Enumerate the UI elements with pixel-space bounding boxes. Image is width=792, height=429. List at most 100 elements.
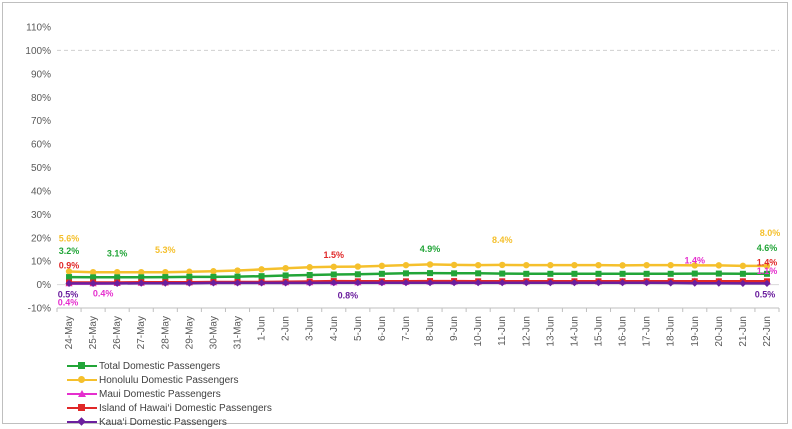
x-tick-label: 8-Jun — [425, 316, 436, 341]
x-tick-label: 15-Jun — [594, 316, 605, 347]
data-point — [282, 279, 290, 287]
y-tick-label: 100% — [25, 46, 51, 57]
data-point — [450, 261, 458, 269]
data-point — [113, 268, 121, 276]
y-tick-label: 70% — [31, 116, 51, 127]
data-point — [643, 270, 650, 277]
data-label: 0.5% — [58, 289, 79, 299]
data-point — [474, 279, 482, 287]
y-tick-label: 80% — [31, 93, 51, 104]
x-tick-label: 24-May — [64, 316, 75, 349]
legend-swatch — [67, 360, 97, 372]
data-point — [330, 263, 337, 270]
y-tick-label: 110% — [26, 23, 51, 34]
line-chart: -10% 0% 10% 20% 30% 40% 50% 60% 70% 80% 90% 100% 110… — [25, 23, 781, 350]
x-tick-label: 29-May — [184, 316, 195, 349]
series-4 — [65, 279, 771, 288]
data-point — [162, 268, 169, 276]
data-label: 0.9% — [59, 260, 80, 270]
data-point — [65, 279, 73, 288]
y-tick-label: 60% — [31, 140, 51, 151]
legend-item: Total Domestic Passengers — [67, 359, 272, 373]
data-point — [498, 279, 506, 287]
data-label: 0.5% — [755, 289, 776, 299]
x-tick-label: 26-May — [112, 316, 123, 349]
data-label: 1.1% — [757, 266, 778, 276]
series-line — [68, 263, 767, 274]
series-line — [68, 271, 767, 279]
data-label: 1.4% — [685, 255, 706, 265]
data-point — [570, 279, 579, 287]
legend-item: Maui Domestic Passengers — [67, 387, 272, 401]
y-tick-label: 40% — [31, 186, 51, 197]
data-point — [210, 273, 217, 280]
data-point — [475, 270, 482, 277]
x-tick-label: 30-May — [208, 316, 219, 349]
data-point — [547, 270, 554, 277]
data-point — [330, 271, 337, 278]
x-tick-label: 2-Jun — [281, 316, 292, 341]
legend-item: Kaua‘i Domestic Passengers — [67, 415, 272, 429]
data-point — [763, 262, 771, 270]
x-tick-label: 3-Jun — [305, 316, 316, 341]
data-point — [595, 270, 602, 277]
data-point — [378, 262, 386, 270]
data-point — [282, 264, 289, 272]
data-point — [354, 271, 361, 278]
data-point — [715, 279, 723, 287]
x-tick-label: 14-Jun — [569, 316, 580, 347]
y-tick-label: 50% — [31, 163, 51, 174]
data-point — [114, 274, 121, 281]
x-tick-label: 18-Jun — [666, 316, 677, 347]
data-point — [233, 279, 242, 287]
data-label: 1.5% — [324, 250, 345, 260]
data-point — [451, 270, 458, 277]
data-point — [65, 268, 73, 275]
data-point — [234, 273, 241, 280]
data-point — [426, 261, 434, 268]
data-point — [90, 274, 97, 281]
data-point — [523, 261, 530, 269]
x-tick-label: 21-Jun — [738, 316, 749, 347]
data-label: 5.6% — [59, 233, 80, 243]
x-tick-label: 10-Jun — [473, 316, 484, 347]
data-point — [186, 273, 193, 280]
data-point — [209, 279, 218, 287]
data-point — [763, 270, 770, 277]
x-tick-label: 19-Jun — [690, 316, 701, 347]
legend-swatch — [67, 374, 97, 386]
data-point — [763, 279, 771, 288]
data-label: 8.4% — [492, 235, 513, 245]
data-label: 5.3% — [155, 245, 176, 255]
legend-item: Honolulu Domestic Passengers — [67, 373, 272, 387]
data-label: 8.0% — [760, 228, 781, 238]
data-point — [161, 279, 169, 287]
data-point — [522, 279, 530, 287]
data-point — [546, 279, 554, 287]
data-point — [258, 273, 265, 280]
data-point — [234, 267, 241, 274]
data-point — [427, 270, 434, 277]
data-point — [162, 274, 169, 281]
data-point — [691, 279, 699, 287]
x-tick-label: 22-Jun — [762, 316, 773, 347]
x-tick-label: 7-Jun — [401, 316, 412, 341]
data-point — [594, 279, 603, 287]
chart-legend: Total Domestic Passengers Honolulu Domest… — [67, 359, 272, 429]
data-point — [499, 270, 506, 277]
data-point — [282, 272, 289, 279]
x-tick-label: 1-Jun — [257, 316, 268, 341]
data-point — [618, 279, 627, 287]
legend-label: Total Domestic Passengers — [99, 360, 221, 372]
series-line — [69, 281, 767, 285]
x-tick-label: 12-Jun — [521, 316, 532, 347]
series-1 — [65, 261, 771, 276]
data-point — [739, 279, 747, 288]
data-point — [571, 261, 578, 269]
data-label: 4.9% — [420, 244, 441, 254]
x-tick-label: 25-May — [88, 316, 99, 349]
data-point — [426, 279, 434, 287]
data-label: 1.4% — [757, 257, 778, 267]
data-point — [89, 268, 97, 276]
